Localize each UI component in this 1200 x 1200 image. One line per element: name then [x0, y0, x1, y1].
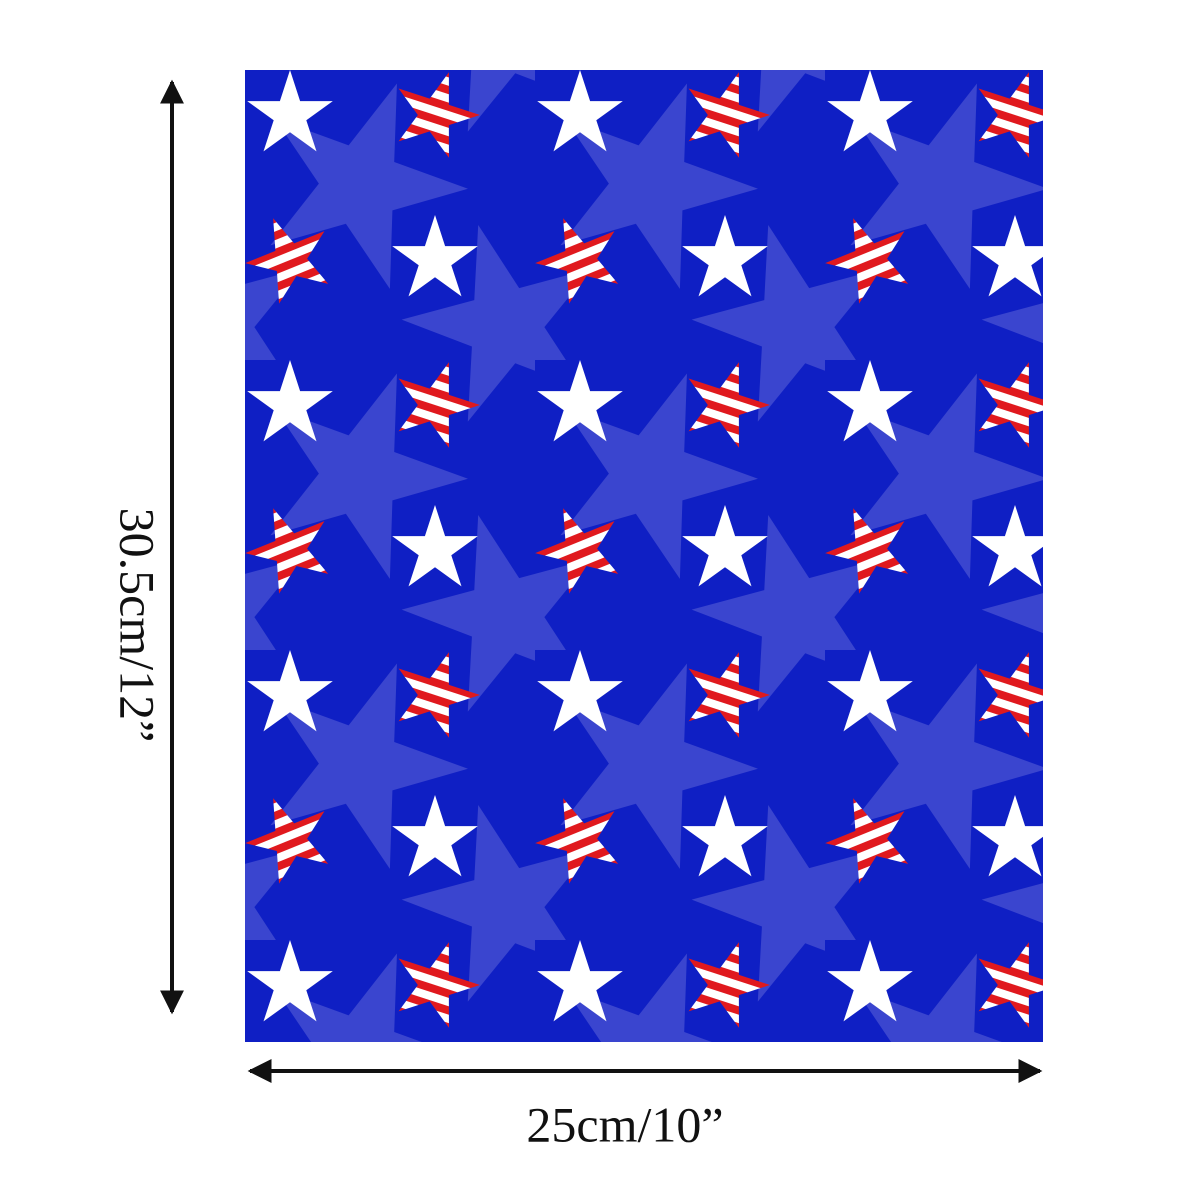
height-label: 30.5cm/12”: [110, 508, 166, 743]
star-pattern-sheet: [245, 70, 1043, 1042]
width-label: 25cm/10”: [526, 1096, 723, 1152]
